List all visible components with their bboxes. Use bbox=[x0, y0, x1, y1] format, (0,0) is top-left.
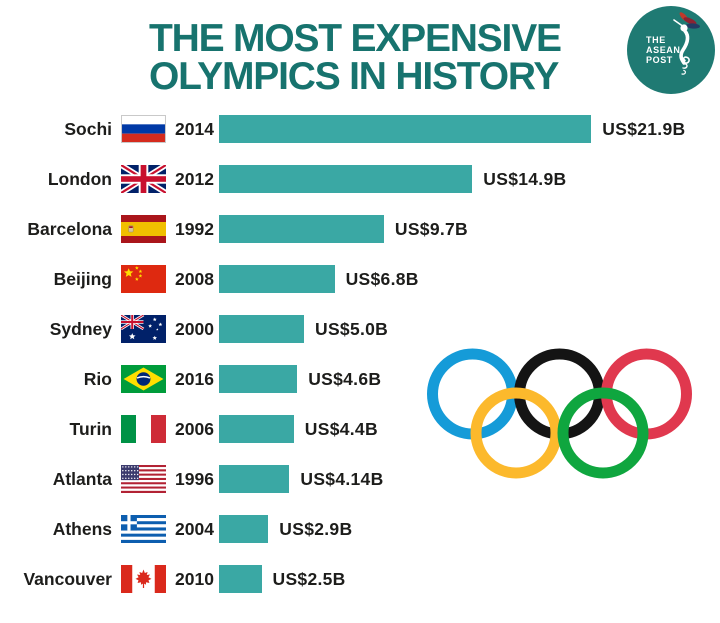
spain-flag-icon bbox=[121, 215, 166, 243]
uk-flag-icon bbox=[121, 165, 166, 193]
cost-bar bbox=[219, 265, 335, 293]
city-label: Turin bbox=[69, 418, 112, 439]
cost-bar bbox=[219, 515, 269, 543]
year-label: 2012 bbox=[175, 168, 214, 189]
city-label: Vancouver bbox=[23, 568, 112, 589]
cost-bar bbox=[219, 215, 384, 243]
year-label: 2016 bbox=[175, 368, 214, 389]
cost-bar bbox=[219, 465, 290, 493]
value-label: US$9.7B bbox=[394, 218, 468, 239]
value-label: US$4.4B bbox=[304, 418, 378, 439]
chart-row: Barcelona 1992 US$9.7B bbox=[10, 204, 716, 254]
value-label: US$4.14B bbox=[300, 468, 384, 489]
value-label: US$5.0B bbox=[315, 318, 389, 339]
value-label: US$14.9B bbox=[483, 168, 567, 189]
page-title: THE MOST EXPENSIVE OLYMPICS IN HISTORY bbox=[149, 17, 562, 98]
year-label: 2014 bbox=[175, 118, 214, 139]
city-label: Sochi bbox=[64, 118, 112, 139]
asean-post-logo-icon: THE ASEAN POST bbox=[627, 6, 715, 94]
city-label: Rio bbox=[83, 368, 112, 389]
value-label: US$2.9B bbox=[279, 518, 353, 539]
chart-row: London 2012 US$14.9B bbox=[10, 154, 716, 204]
city-label: Beijing bbox=[53, 268, 112, 289]
russia-flag-icon bbox=[121, 115, 166, 143]
chart-row: Rio 2016 US$4.6B bbox=[10, 354, 716, 404]
greece-flag-icon bbox=[121, 515, 166, 543]
value-label: US$6.8B bbox=[345, 268, 419, 289]
cost-bar bbox=[219, 165, 473, 193]
year-label: 2006 bbox=[175, 418, 214, 439]
cost-bar bbox=[219, 365, 298, 393]
year-label: 1992 bbox=[175, 218, 214, 239]
china-flag-icon bbox=[121, 265, 166, 293]
chart-row: Atlanta 1996 US$4.14B bbox=[10, 454, 716, 504]
usa-flag-icon bbox=[121, 465, 166, 493]
year-label: 2000 bbox=[175, 318, 214, 339]
chart-row: Turin 2006 US$4.4B bbox=[10, 404, 716, 454]
australia-flag-icon bbox=[121, 315, 166, 343]
year-label: 2010 bbox=[175, 568, 214, 589]
cost-bar bbox=[219, 115, 592, 143]
cost-bar bbox=[219, 315, 304, 343]
city-label: Athens bbox=[52, 518, 112, 539]
ring-yellow bbox=[470, 387, 562, 479]
city-label: London bbox=[47, 168, 112, 189]
value-label: US$21.9B bbox=[602, 118, 686, 139]
year-label: 2008 bbox=[175, 268, 214, 289]
ring-green bbox=[557, 387, 649, 479]
olympic-rings-icon bbox=[427, 344, 699, 486]
bar-chart: Sochi 2014 US$21.9B London 2012 US$14.9B Barce… bbox=[10, 104, 716, 604]
chart-row: Beijing 2008 US$6.8B bbox=[10, 254, 716, 304]
cost-bar bbox=[219, 565, 262, 593]
chart-row: Athens 2004 US$2.9B bbox=[10, 504, 716, 554]
year-label: 2004 bbox=[175, 518, 214, 539]
title-line-1: THE MOST EXPENSIVE bbox=[149, 17, 562, 60]
cost-bar bbox=[219, 415, 294, 443]
value-label: US$2.5B bbox=[272, 568, 346, 589]
logo-text-line-3: POST bbox=[646, 55, 673, 65]
city-label: Barcelona bbox=[27, 218, 112, 239]
italy-flag-icon bbox=[121, 415, 166, 443]
value-label: US$4.6B bbox=[308, 368, 382, 389]
logo-text-line-2: ASEAN bbox=[646, 45, 681, 55]
logo-text-line-1: THE bbox=[646, 35, 666, 45]
chart-row: Vancouver 2010 US$2.5B bbox=[10, 554, 716, 604]
city-label: Atlanta bbox=[52, 468, 112, 489]
canada-flag-icon bbox=[121, 565, 166, 593]
year-label: 1996 bbox=[175, 468, 214, 489]
asean-post-logo: THE ASEAN POST bbox=[627, 6, 715, 94]
chart-row: Sydney 2000 US$5.0B bbox=[10, 304, 716, 354]
brazil-flag-icon bbox=[121, 365, 166, 393]
chart-row: Sochi 2014 US$21.9B bbox=[10, 104, 716, 154]
title-line-2: OLYMPICS IN HISTORY bbox=[149, 55, 559, 98]
city-label: Sydney bbox=[49, 318, 112, 339]
hummingbird-icon bbox=[673, 12, 700, 75]
